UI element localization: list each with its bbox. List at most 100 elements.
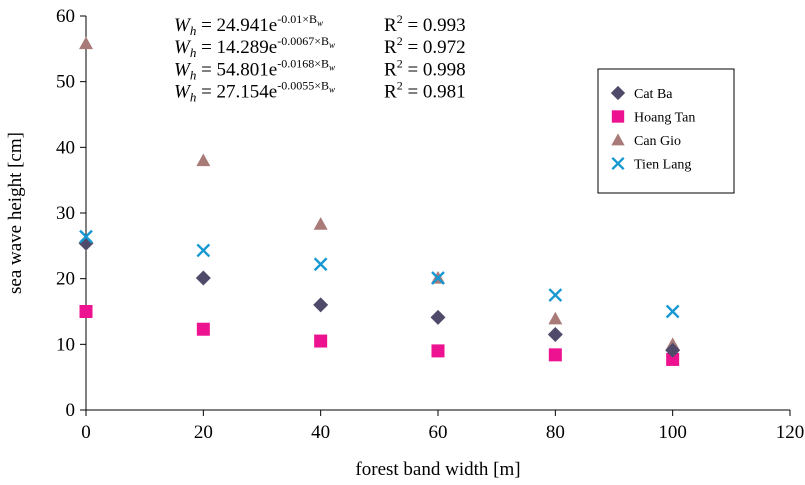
r-squared-value: = 0.998 <box>403 59 466 80</box>
x-marker-stroke <box>611 156 625 171</box>
y-tick-label: 40 <box>56 137 75 158</box>
regression-equation: Wh = 54.801e-0.0168×Bw <box>174 56 335 82</box>
x-tick-label: 60 <box>429 422 448 443</box>
equation-rhs: = 54.801e <box>196 59 277 80</box>
data-point-tien-lang <box>313 257 328 272</box>
r-squared-superscript: 2 <box>397 56 403 70</box>
data-point-can-gio <box>548 311 563 325</box>
legend-label-tien-lang: Tien Lang <box>634 158 691 173</box>
data-point-hoang-tan <box>314 334 328 348</box>
y-tick-label: 50 <box>56 72 75 93</box>
x-marker-stroke <box>548 288 563 302</box>
equation-exponent-subscript: w <box>317 18 323 28</box>
y-tick-label: 10 <box>56 334 75 355</box>
r-squared: R2 = 0.981 <box>384 79 466 103</box>
r-squared-superscript: 2 <box>397 12 403 26</box>
r-squared-symbol: R <box>384 15 397 36</box>
equation-exponent-subscript: w <box>329 40 335 50</box>
legend-marker-can-gio <box>611 133 625 146</box>
r-squared-symbol: R <box>384 59 397 80</box>
equation-exponent: -0.0168×B <box>277 56 329 70</box>
equation-lhs: W <box>174 15 192 36</box>
x-tick-label: 100 <box>658 422 687 443</box>
x-marker-stroke <box>313 257 328 272</box>
legend-label-cat-ba: Cat Ba <box>634 87 673 102</box>
equation-lhs: W <box>174 82 192 103</box>
r-squared: R2 = 0.998 <box>384 56 466 80</box>
data-point-tien-lang <box>431 271 445 285</box>
data-point-hoang-tan <box>431 344 445 358</box>
data-point-cat-ba <box>313 297 329 313</box>
legend-marker-hoang-tan <box>611 110 625 123</box>
data-point-tien-lang <box>548 288 563 302</box>
data-point-hoang-tan <box>666 352 680 366</box>
data-point-hoang-tan <box>196 322 210 336</box>
r-squared-symbol: R <box>384 37 397 58</box>
series-tien-lang <box>79 229 680 319</box>
data-point-hoang-tan <box>548 348 562 362</box>
equation-exponent-subscript: w <box>329 85 335 95</box>
x-axis-ticks: 0 20 40 60 80 100 120 <box>81 410 804 443</box>
data-point-cat-ba <box>665 342 681 358</box>
series-cat-ba <box>78 235 681 358</box>
equation-rhs: = 14.289e <box>196 37 277 58</box>
regression-equation: Wh = 27.154e-0.0055×Bw <box>174 79 335 105</box>
data-point-can-gio <box>313 217 328 230</box>
equation-exponent: -0.01×B <box>277 12 317 26</box>
equation-rhs: = 27.154e <box>196 82 277 103</box>
equation-exponent-subscript: w <box>329 62 335 72</box>
equation-lhs: W <box>174 59 192 80</box>
r-squared: R2 = 0.972 <box>384 34 466 58</box>
equation-lhs-subscript: h <box>190 45 197 60</box>
legend-label-hoang-tan: Hoang Tan <box>634 111 695 126</box>
data-points <box>78 36 681 366</box>
data-point-tien-lang <box>196 243 211 258</box>
x-axis-title: forest band width [m] <box>355 459 520 480</box>
equation-lhs-subscript: h <box>190 90 197 105</box>
x-marker-stroke <box>431 271 445 285</box>
x-tick-label: 80 <box>546 422 565 443</box>
r-squared-value: = 0.993 <box>403 15 466 36</box>
r-squared: R2 = 0.993 <box>384 12 466 36</box>
data-point-tien-lang <box>79 229 93 244</box>
equation-lhs: W <box>174 37 192 58</box>
r-squared-superscript: 2 <box>397 34 403 48</box>
legend-marker-cat-ba <box>610 85 626 101</box>
x-tick-label: 40 <box>311 422 330 443</box>
equation-exponent: -0.0055×B <box>277 79 329 93</box>
y-tick-label: 60 <box>56 6 75 27</box>
series-hoang-tan <box>79 305 680 366</box>
y-tick-label: 30 <box>56 203 75 224</box>
y-axis-ticks: 0 10 20 30 40 50 60 <box>56 6 86 421</box>
equation-rhs: = 24.941e <box>196 15 277 36</box>
y-tick-label: 20 <box>56 269 75 290</box>
x-marker-stroke <box>79 229 93 244</box>
r-squared-superscript: 2 <box>397 79 403 93</box>
regression-equation: Wh = 24.941e-0.01×Bw <box>174 12 323 38</box>
regression-equation: Wh = 14.289e-0.0067×Bw <box>174 34 335 60</box>
equation-lhs-subscript: h <box>190 23 197 38</box>
x-tick-label: 0 <box>81 422 91 443</box>
x-tick-label: 20 <box>194 422 213 443</box>
data-point-hoang-tan <box>79 305 93 318</box>
y-axis-title: sea wave height [cm] <box>5 132 26 294</box>
data-point-can-gio <box>79 36 93 50</box>
data-point-tien-lang <box>665 304 680 319</box>
series-can-gio <box>79 36 680 350</box>
legend: Cat Ba Hoang Tan Can Gio Tien Lang <box>597 68 735 194</box>
equation-exponent: -0.0067×B <box>277 34 329 48</box>
x-tick-label: 120 <box>776 422 805 443</box>
y-tick-label: 0 <box>66 400 76 421</box>
r-squared-symbol: R <box>384 82 397 103</box>
r-squared-value: = 0.981 <box>403 82 466 103</box>
data-point-cat-ba <box>547 326 563 342</box>
x-marker-stroke <box>665 304 680 319</box>
data-point-cat-ba <box>195 270 211 286</box>
r-squared-value: = 0.972 <box>403 37 466 58</box>
data-point-can-gio <box>196 153 211 167</box>
legend-marker-tien-lang <box>611 156 625 171</box>
data-point-cat-ba <box>430 309 446 325</box>
legend-label-can-gio: Can Gio <box>634 134 681 149</box>
